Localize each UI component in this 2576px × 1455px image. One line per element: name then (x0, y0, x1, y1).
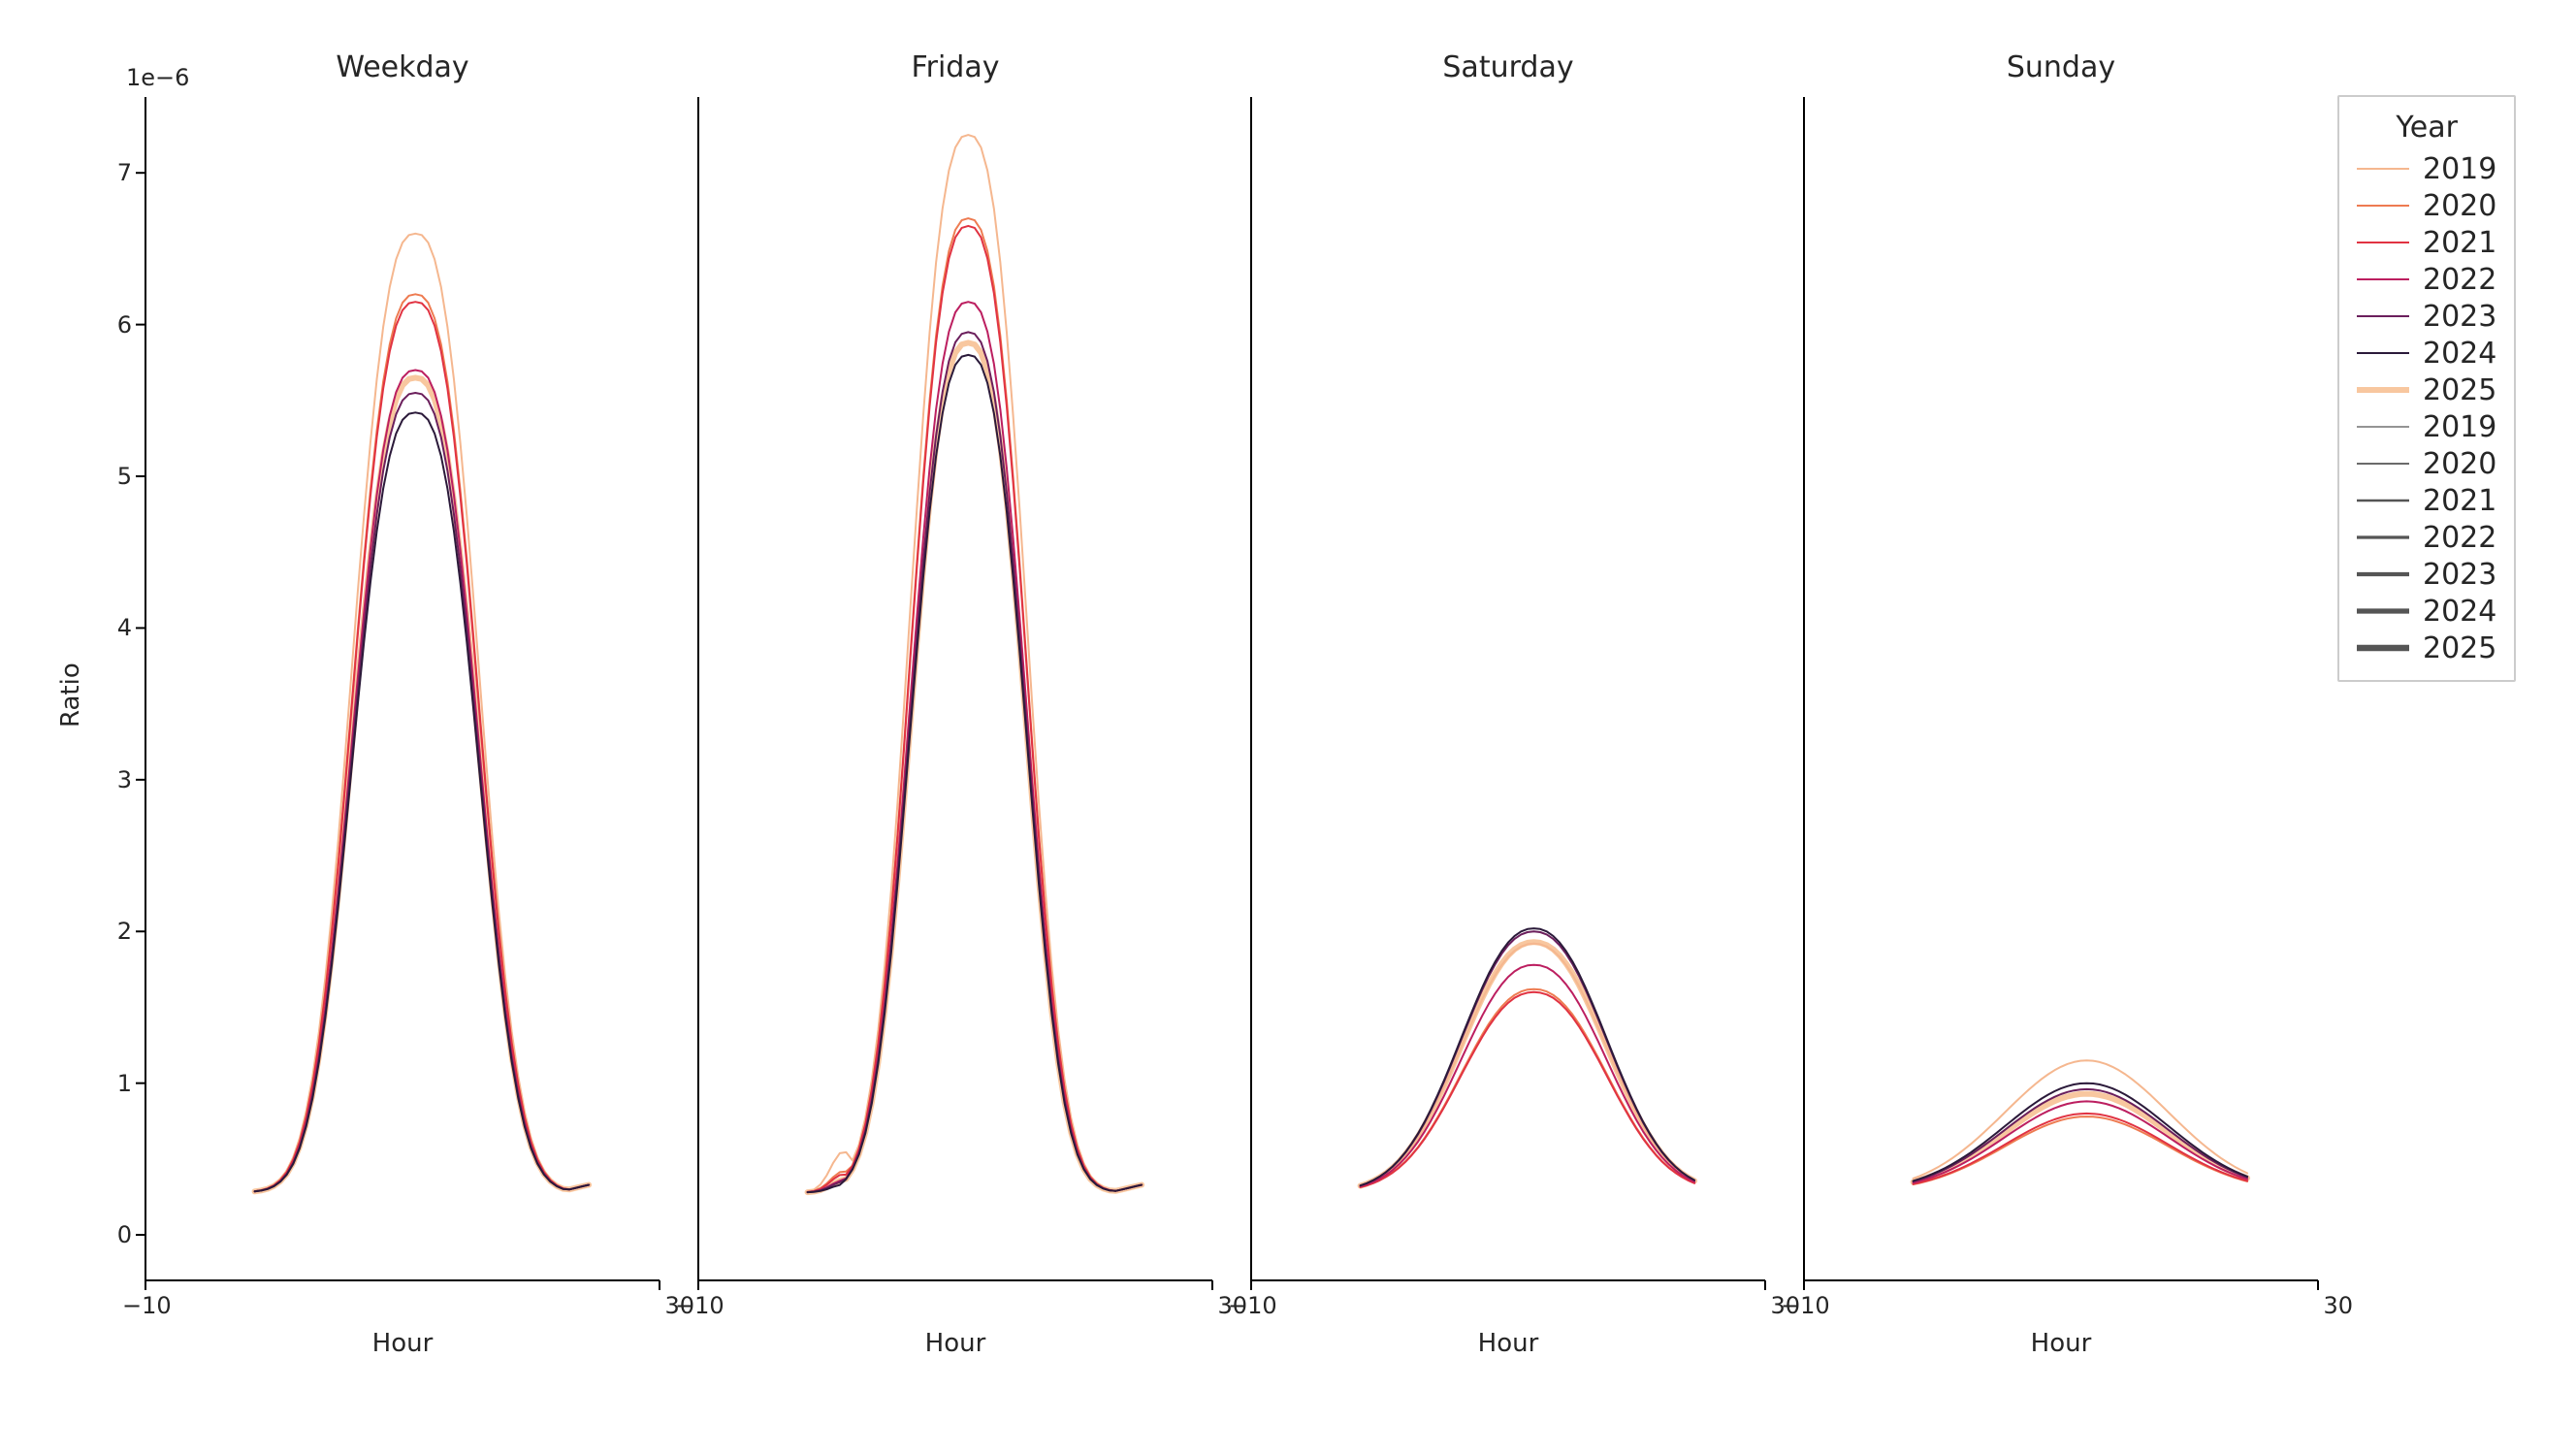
legend-swatch (2357, 601, 2409, 621)
legend-swatch (2357, 380, 2409, 400)
legend-label: 2021 (2423, 226, 2496, 260)
legend-label: 2024 (2423, 595, 2496, 629)
legend-swatch (2357, 417, 2409, 436)
x-tick-label: −10 (675, 1292, 733, 1319)
legend-swatch (2357, 270, 2409, 289)
series-line-2023 (808, 332, 1143, 1192)
legend-label: 2023 (2423, 300, 2496, 334)
legend-swatch (2357, 233, 2409, 252)
panel-saturday: Saturday−1030Hour (1251, 97, 1765, 1280)
panel-title: Weekday (145, 50, 660, 84)
x-tick-label: 30 (2295, 1292, 2353, 1319)
series-line-2021 (255, 302, 589, 1191)
legend-swatch (2357, 159, 2409, 178)
series-line-2023 (255, 393, 589, 1191)
panel-title: Saturday (1251, 50, 1765, 84)
series-line-2021 (808, 226, 1143, 1192)
legend-label: 2022 (2423, 263, 2496, 297)
series-line-2021 (1361, 992, 1695, 1187)
panel-weekday: Weekday−1030Hour01234567 (145, 97, 660, 1280)
panel-svg (1251, 97, 1765, 1280)
series-line-2020 (808, 218, 1143, 1192)
legend-swatch (2357, 491, 2409, 510)
legend-row: 2024 (2357, 335, 2496, 372)
legend-row: 2022 (2357, 519, 2496, 556)
legend: Year 20192020202120222023202420252019202… (2337, 95, 2516, 682)
figure-root: 1e−6 Ratio Weekday−1030Hour01234567Frida… (0, 0, 2576, 1455)
legend-label: 2020 (2423, 447, 2496, 481)
y-axis-label: Ratio (56, 663, 85, 728)
panel-svg (145, 97, 660, 1280)
legend-label: 2025 (2423, 631, 2496, 665)
legend-row: 2023 (2357, 298, 2496, 335)
legend-row: 2023 (2357, 556, 2496, 593)
panel-friday: Friday−1030Hour (698, 97, 1212, 1280)
y-tick-label: 2 (103, 918, 132, 945)
x-tick-label: −10 (122, 1292, 180, 1319)
series-line-2022 (808, 302, 1143, 1192)
x-tick-label: −10 (1781, 1292, 1839, 1319)
legend-swatch (2357, 307, 2409, 326)
panel-svg (1804, 97, 2318, 1280)
legend-title: Year (2357, 111, 2496, 145)
y-tick-label: 5 (103, 463, 132, 490)
panel-svg (698, 97, 1212, 1280)
legend-label: 2022 (2423, 521, 2496, 555)
legend-row: 2019 (2357, 150, 2496, 187)
x-axis-label: Hour (1251, 1329, 1765, 1358)
legend-swatch (2357, 528, 2409, 547)
legend-swatch (2357, 196, 2409, 215)
panel-title: Friday (698, 50, 1212, 84)
legend-row: 2019 (2357, 408, 2496, 445)
x-axis-label: Hour (1804, 1329, 2318, 1358)
legend-row: 2021 (2357, 224, 2496, 261)
legend-row: 2024 (2357, 593, 2496, 630)
x-tick-label: −10 (1228, 1292, 1286, 1319)
legend-row: 2025 (2357, 630, 2496, 666)
x-axis-label: Hour (698, 1329, 1212, 1358)
legend-row: 2025 (2357, 372, 2496, 408)
legend-rows: 2019202020212022202320242025201920202021… (2357, 150, 2496, 666)
y-tick-label: 3 (103, 766, 132, 793)
x-axis-label: Hour (145, 1329, 660, 1358)
series-line-2019 (808, 135, 1143, 1191)
legend-label: 2019 (2423, 410, 2496, 444)
legend-row: 2021 (2357, 482, 2496, 519)
legend-swatch (2357, 565, 2409, 584)
series-line-2025 (808, 342, 1143, 1192)
series-line-2025 (255, 377, 589, 1191)
y-tick-label: 4 (103, 614, 132, 641)
legend-swatch (2357, 454, 2409, 473)
legend-row: 2020 (2357, 187, 2496, 224)
series-line-2024 (255, 412, 589, 1191)
y-tick-label: 0 (103, 1221, 132, 1248)
legend-label: 2020 (2423, 189, 2496, 223)
panel-title: Sunday (1804, 50, 2318, 84)
legend-label: 2023 (2423, 558, 2496, 592)
y-tick-label: 6 (103, 311, 132, 339)
legend-label: 2024 (2423, 337, 2496, 371)
legend-swatch (2357, 343, 2409, 363)
panel-sunday: Sunday−1030Hour (1804, 97, 2318, 1280)
legend-label: 2021 (2423, 484, 2496, 518)
series-line-2022 (1361, 965, 1695, 1186)
legend-label: 2019 (2423, 152, 2496, 186)
y-tick-label: 7 (103, 159, 132, 186)
legend-row: 2022 (2357, 261, 2496, 298)
y-tick-label: 1 (103, 1070, 132, 1097)
series-line-2022 (255, 371, 589, 1192)
legend-label: 2025 (2423, 373, 2496, 407)
series-line-2020 (255, 294, 589, 1191)
legend-row: 2020 (2357, 445, 2496, 482)
legend-swatch (2357, 638, 2409, 658)
series-line-2024 (808, 355, 1143, 1192)
